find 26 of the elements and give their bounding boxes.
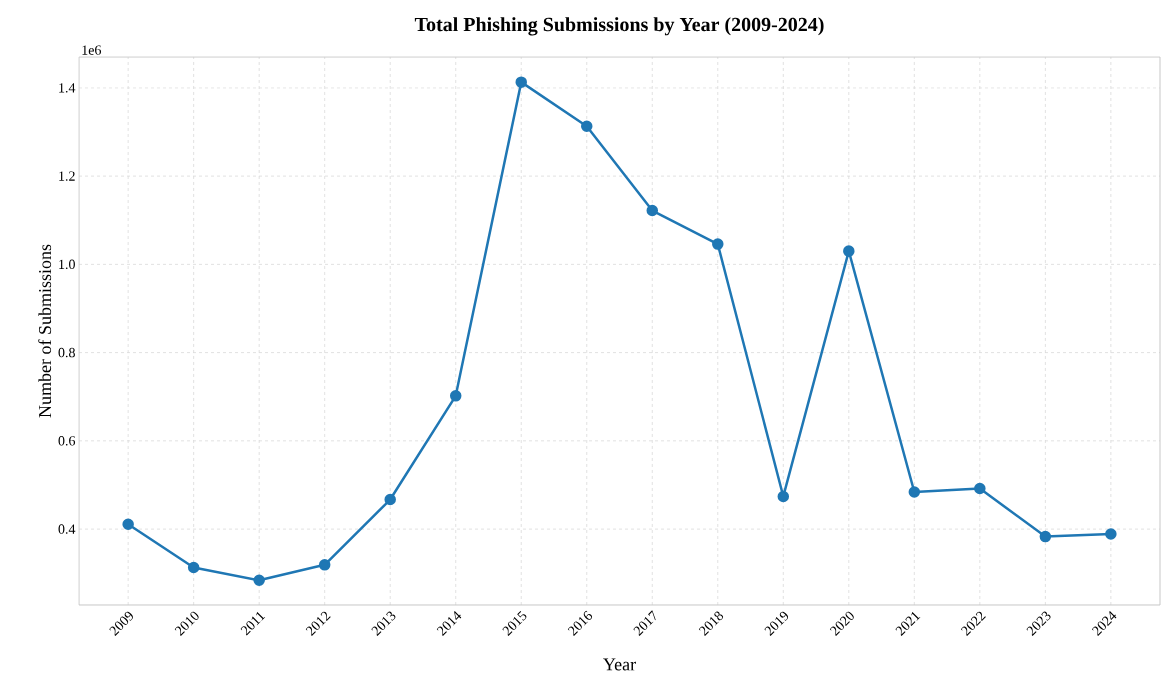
point [974,482,986,495]
point [581,120,593,133]
point [777,490,790,503]
point [908,486,921,498]
y-tick-label: 1.2 [59,171,75,181]
y-tick-label: 1.4 [59,83,76,93]
point [253,574,265,587]
text: 1e6 [82,45,102,55]
y-tick-label: 0.8 [58,347,75,358]
y-tick-label: 0.6 [58,436,76,446]
y-axis-title: Number of Submissions [38,244,52,418]
point [318,559,331,571]
chart-title: Total Phishing Submissions by Year (2009-2024) [414,17,824,36]
point [515,76,527,88]
y-tick-label: 0.4 [58,524,76,534]
x-axis-title: Year [603,658,636,671]
point [449,390,462,402]
point [712,238,724,250]
point [384,493,396,506]
y-tick-label: 1.0 [59,259,75,270]
point [646,204,659,217]
point [1039,530,1052,543]
point [1105,528,1117,540]
point [843,245,855,257]
point [122,518,134,530]
point [187,561,200,574]
